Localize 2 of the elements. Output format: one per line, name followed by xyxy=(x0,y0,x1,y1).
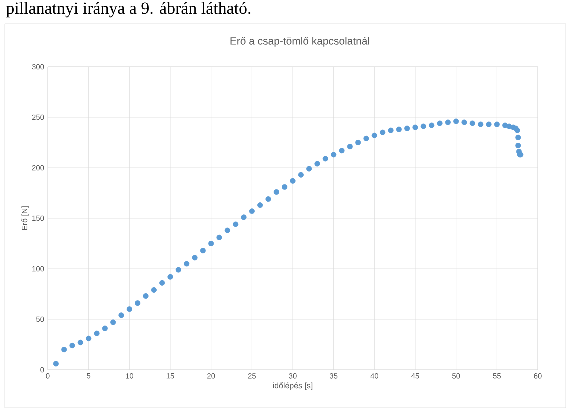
text: pillanatnyi iránya a 9. ábrán látható. xyxy=(6,2,251,18)
chart-title: Erő a csap-tömlő kapcsolatnál xyxy=(230,37,370,47)
